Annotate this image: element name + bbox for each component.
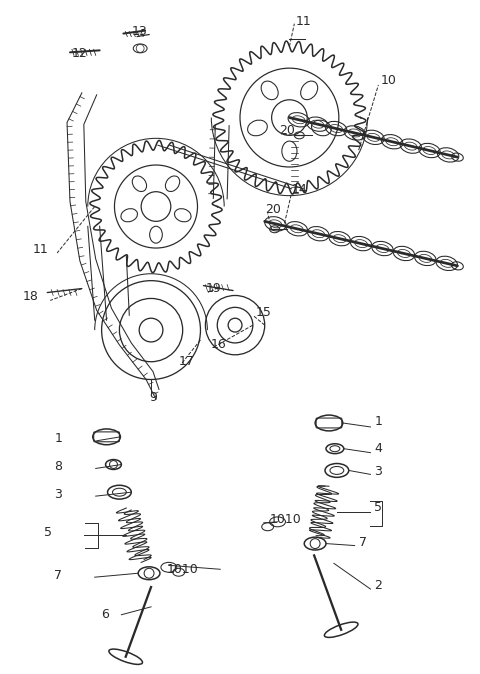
Text: 1010: 1010 bbox=[167, 563, 199, 576]
Text: 2: 2 bbox=[374, 578, 382, 592]
Text: 5: 5 bbox=[374, 501, 383, 514]
Text: 7: 7 bbox=[54, 569, 62, 582]
Text: 10: 10 bbox=[380, 75, 396, 88]
Text: 11: 11 bbox=[33, 243, 48, 255]
Text: 8: 8 bbox=[54, 460, 62, 473]
Text: 3: 3 bbox=[54, 488, 62, 501]
Text: 17: 17 bbox=[179, 355, 194, 368]
Text: 1: 1 bbox=[54, 432, 62, 446]
Text: 16: 16 bbox=[210, 338, 226, 351]
Text: 14: 14 bbox=[291, 183, 307, 196]
Text: 3: 3 bbox=[374, 465, 382, 478]
Text: 5: 5 bbox=[44, 526, 52, 539]
Text: 12: 12 bbox=[72, 47, 88, 60]
Text: 18: 18 bbox=[23, 290, 38, 303]
Text: 20: 20 bbox=[264, 203, 281, 216]
Text: 11: 11 bbox=[295, 16, 311, 28]
Text: 4: 4 bbox=[374, 442, 382, 455]
Text: 1: 1 bbox=[374, 415, 382, 427]
Text: 19: 19 bbox=[205, 282, 221, 295]
Text: 20: 20 bbox=[279, 124, 295, 137]
Text: 1010: 1010 bbox=[270, 514, 301, 526]
Text: 13: 13 bbox=[131, 25, 147, 38]
Text: 9: 9 bbox=[149, 391, 157, 404]
Text: 6: 6 bbox=[102, 608, 109, 621]
Text: 7: 7 bbox=[359, 536, 367, 549]
Text: 15: 15 bbox=[256, 306, 272, 319]
